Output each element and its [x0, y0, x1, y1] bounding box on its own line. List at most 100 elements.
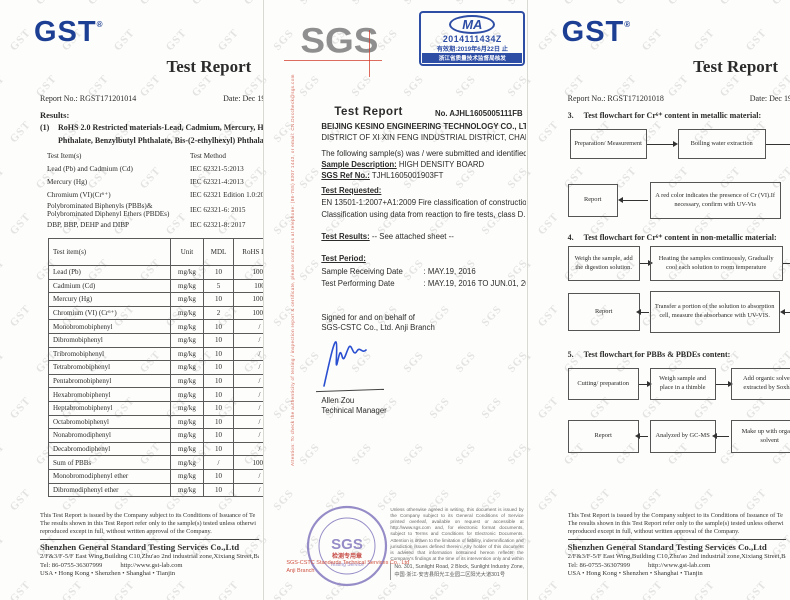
- result-item-number: (1): [40, 123, 50, 132]
- arrow-right-icon: [639, 260, 653, 266]
- flow-box-make-up-solvent: Make up with organic solvent: [730, 420, 790, 453]
- result-statement-text: RoHS 2.0 Restricted materials-Lead, Cadm…: [58, 123, 264, 132]
- results-table: Test item(s) Unit MDL RoHS Limit Lead (P…: [48, 238, 264, 498]
- cell-item: Tetrabromobiphenyl: [48, 360, 171, 375]
- report-number: Report No.: RGST171201014: [40, 94, 137, 103]
- cell-limit: /: [233, 360, 264, 375]
- section-4-heading: Test flowchart for Cr⁶⁺ content in non-m…: [583, 233, 777, 242]
- cell-item: Hexabromobiphenyl: [48, 387, 171, 402]
- cell-item: Mercury (Hg): [48, 292, 171, 307]
- section-3-number: 3.: [567, 111, 574, 120]
- cell-unit: mg/kg: [170, 265, 204, 280]
- report-date: Date: Dec 19, 20: [223, 94, 264, 103]
- sgs-title-row: Test Report No. AJHL1605005111FB: [334, 106, 522, 118]
- cell-limit: /: [233, 373, 264, 389]
- cell-unit: mg/kg: [170, 319, 204, 334]
- cell-unit: mg/kg: [170, 400, 204, 416]
- results-table-row: Octabromobiphenyl mg/kg 10 /: [48, 414, 264, 430]
- test-method-table: Test Item(s) Test Method Lead (Pb) and C…: [47, 150, 263, 232]
- cell-item: Sum of PBBs: [48, 455, 171, 470]
- footer-address: 2/F&3/F-5/F East Wing,Building C10,Zhu'a…: [567, 552, 786, 560]
- method-row-item: Polybrominated Biphenyls (PBBs)& Polybro…: [47, 202, 170, 219]
- cell-item: Cadmium (Cd): [48, 278, 171, 294]
- method-table-header: Test Item(s) Test Method: [47, 150, 263, 163]
- cma-stamp: MA 2014111434Z 有效期:2019年6月22日 止 浙江省质量技术监…: [419, 11, 526, 66]
- svg-text:Testing Service: Testing Service: [330, 562, 364, 568]
- sgs-logo: SGS: [300, 21, 379, 60]
- gst-footer: This Test Report is issued by the Compan…: [567, 512, 786, 579]
- cell-limit: 100: [233, 278, 264, 294]
- report-date: Date: Dec 19, 20: [749, 94, 790, 103]
- cell-limit: /: [233, 387, 264, 402]
- method-row-method: IEC 62321-4:2013: [190, 178, 244, 187]
- arrow-left-icon: [779, 309, 790, 315]
- flow-connector-line: [765, 144, 790, 145]
- cell-limit: 1000: [233, 455, 264, 470]
- sgs-ref-row: SGS Ref No.: TJHL1605001903FT: [321, 171, 525, 180]
- cell-item: Tribromobiphenyl: [48, 346, 171, 362]
- receiving-date-label: Sample Receiving Date: [321, 267, 403, 276]
- footer-cities: USA • Hong Kong • Shenzhen • Shanghai • …: [40, 570, 176, 578]
- signer-name: Allen Zou: [321, 396, 355, 405]
- cell-item: Decabromodiphenyl: [48, 441, 171, 457]
- method-row-method: IEC 62321-8: 2017: [190, 220, 246, 229]
- cell-unit: mg/kg: [170, 373, 204, 389]
- section-4-number: 4.: [567, 233, 574, 242]
- flow-box-thimble: Weigh sample and place in a thimble: [649, 368, 716, 400]
- page-title: Test Report: [166, 57, 252, 76]
- arrow-right-icon: [638, 381, 652, 387]
- method-row-method: IEC 62321-5:2013: [190, 165, 244, 174]
- flow-box-gcms: Analyzed by GC-MS: [649, 420, 716, 453]
- footer-website: http://www.gst-lab.com: [120, 561, 183, 569]
- result-statement-line1: (1) RoHS 2.0 Restricted materials-Lead, C…: [40, 123, 263, 132]
- receiving-date-value: MAY.19, 2016: [427, 267, 476, 276]
- gst-logo: GST®: [562, 18, 632, 47]
- cell-limit: 1000: [233, 265, 264, 280]
- cell-limit: /: [233, 400, 264, 416]
- cell-unit: mg/kg: [170, 441, 204, 457]
- footer-disclaimer-line3: reproduced except in full, without writt…: [567, 528, 740, 536]
- report-number: No. AJHL1605005111FB: [434, 109, 523, 118]
- cell-unit: mg/kg: [170, 414, 204, 430]
- cell-limit: /: [233, 319, 264, 334]
- cell-mdl: 10: [203, 332, 234, 348]
- result-statement-line2: Phthalate, Benzylbutyl Phthalate, Bis-(2…: [58, 136, 264, 145]
- footer-contact: Tel: 86-0755-36307999 http://www.gst-lab.…: [40, 562, 259, 571]
- cell-mdl: 10: [203, 428, 234, 443]
- sample-description-label: Sample Description:: [321, 160, 397, 169]
- sample-description-row: Sample Description: HIGH DENSITY BOARD: [321, 160, 525, 169]
- separator: :: [423, 279, 426, 288]
- cell-unit: mg/kg: [170, 292, 204, 307]
- sgs-footer-address-cn: 中国·浙江·安吉县阳光工业园二区阳光大道301号: [394, 572, 506, 579]
- method-row-item: Chromium (VI)(Cr⁶⁺): [47, 191, 111, 200]
- logo-crosshair-vertical: [369, 30, 371, 77]
- footer-company-name: Shenzhen General Standard Testing Servic…: [40, 541, 240, 552]
- gst-report-page-results: GST GST GST GST GST GST GST GST GST GST GST GST GST G…: [0, 0, 264, 600]
- gst-report-page-flowcharts: GST GST GST GST GST GST GST GST GST GST GST GST GST G…: [526, 0, 790, 600]
- results-table-row: Tetrabromobiphenyl mg/kg 10 /: [48, 360, 264, 375]
- cell-mdl: 10: [203, 441, 234, 457]
- section-5-title: 5. Test flowchart for PBBs & PBDEs conten…: [568, 350, 790, 359]
- cell-mdl: /: [203, 455, 234, 470]
- results-table-row: Nonabromodiphenyl mg/kg 10 /: [48, 428, 264, 443]
- cell-limit: 1000: [233, 292, 264, 307]
- sgs-ref-label: SGS Ref No.:: [321, 171, 370, 180]
- cell-mdl: 10: [203, 387, 234, 402]
- gst-logo-text: GST: [561, 16, 625, 48]
- footer-disclaimer-line1: This Test Report is issued by the Compan…: [40, 512, 256, 519]
- method-row-item: Mercury (Hg): [47, 178, 88, 187]
- flow-connector-line: [782, 263, 790, 264]
- cell-mdl: 10: [203, 468, 234, 484]
- cell-mdl: 10: [203, 373, 234, 389]
- separator: :: [423, 267, 426, 276]
- report-meta-row: Report No.: RGST171201018 Date: Dec 19, …: [568, 94, 790, 103]
- cell-mdl: 10: [203, 360, 234, 375]
- svg-text:检测专用章: 检测专用章: [332, 552, 362, 560]
- footer-disclaimer-line2: The results shown in this Test Report re…: [567, 520, 784, 528]
- cell-limit: 1000: [233, 305, 264, 321]
- flow-box-report-5: Report: [567, 420, 639, 453]
- method-row-item: DBP, BBP, DEHP and DIBP: [47, 220, 130, 229]
- performing-date-value: MAY.19, 2016 TO JUN.01, 201: [427, 279, 526, 288]
- report-number: Report No.: RGST171201018: [567, 94, 664, 103]
